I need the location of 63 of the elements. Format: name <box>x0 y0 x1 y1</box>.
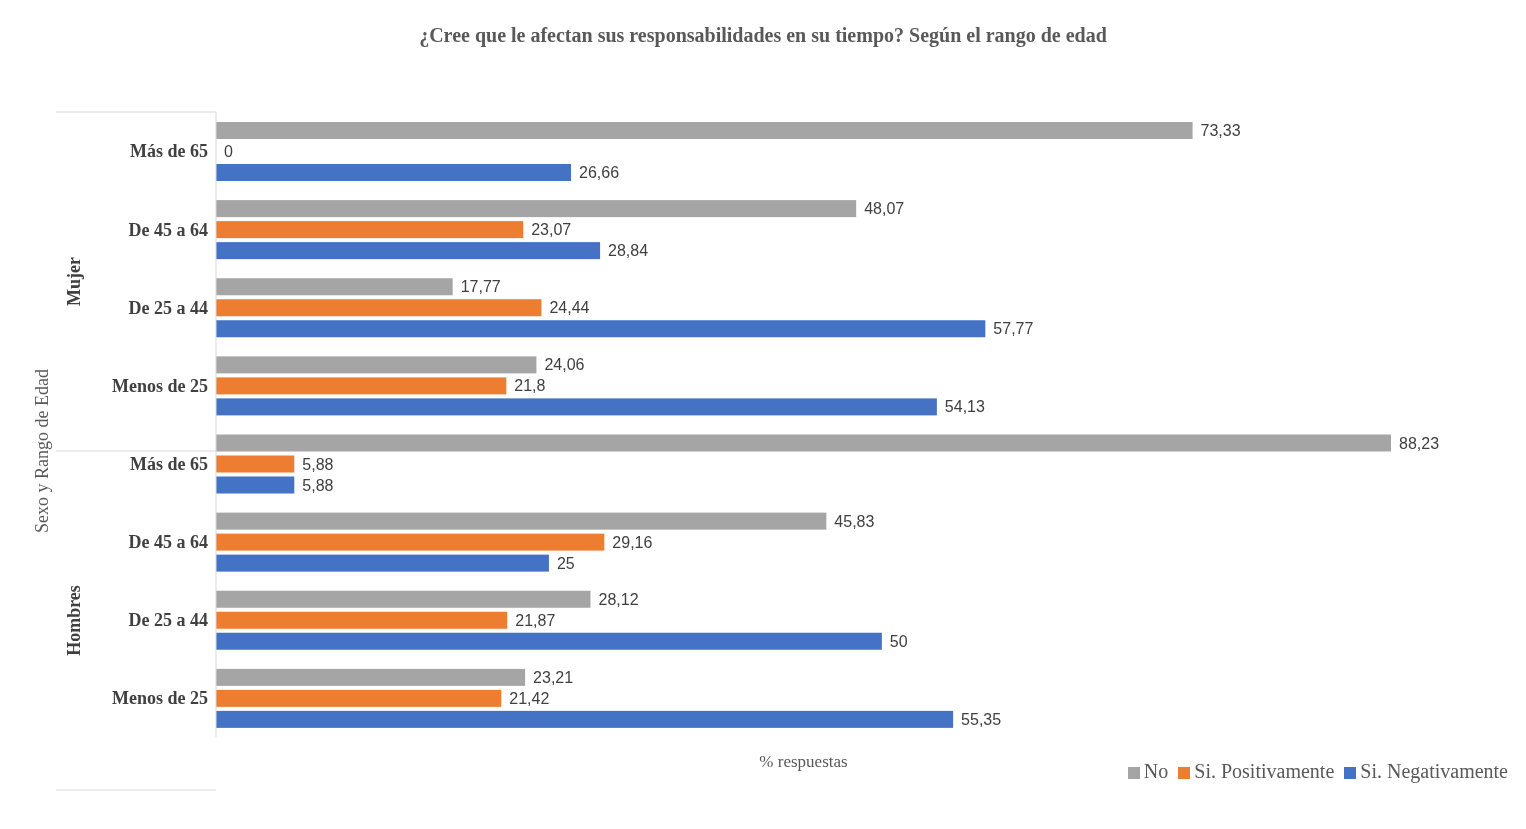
y-tick-label: Más de 65 <box>130 453 208 474</box>
bar <box>216 689 502 707</box>
text: Hombres <box>64 585 85 656</box>
legend-label: Si. Negativamente <box>1360 760 1508 782</box>
bar <box>216 320 986 338</box>
bar <box>216 632 882 650</box>
data-label: 50 <box>889 632 908 650</box>
bar <box>216 554 549 572</box>
bar <box>216 512 827 530</box>
data-label: 21,42 <box>509 689 550 707</box>
x-axis-title: % respuestas <box>759 752 848 771</box>
y-tick-label: Más de 65 <box>130 141 208 162</box>
bar <box>216 122 1193 139</box>
bar <box>216 221 524 239</box>
data-label: 21,87 <box>515 611 556 629</box>
bar <box>216 200 857 218</box>
y-tick-label: De 25 a 44 <box>128 610 208 631</box>
data-label: 21,8 <box>514 377 546 395</box>
bar <box>216 398 937 416</box>
data-label: 29,16 <box>612 533 653 551</box>
y-axis-title: Sexo y Rango de Edad <box>32 369 52 533</box>
y-tick-label: Menos de 25 <box>112 688 208 709</box>
bar <box>216 299 542 317</box>
bar <box>216 377 507 395</box>
bar <box>216 164 572 181</box>
y-tick-label: De 25 a 44 <box>128 297 208 318</box>
chart-title: ¿Cree que le afectan sus responsabilidades en su tiempo? Según el rango de edad <box>418 24 1108 47</box>
data-label: 24,06 <box>544 356 585 374</box>
legend-label: Si. Positivamente <box>1194 760 1335 782</box>
bar <box>216 590 591 608</box>
bar <box>216 533 605 551</box>
data-label: 45,83 <box>834 512 875 530</box>
y-tick-label: De 45 a 64 <box>128 219 208 240</box>
data-label: 28,12 <box>598 590 639 608</box>
y-tick-label: Menos de 25 <box>112 375 208 396</box>
data-label: 5,88 <box>302 455 334 473</box>
bar <box>216 710 954 728</box>
bar <box>216 476 295 494</box>
data-label: 25 <box>556 554 575 572</box>
data-label: 24,44 <box>549 299 590 317</box>
bar <box>216 455 295 473</box>
legend-label: No <box>1143 760 1169 782</box>
data-label: 23,21 <box>533 668 574 686</box>
data-label: 57,77 <box>993 320 1034 338</box>
data-label: 54,13 <box>944 398 986 416</box>
text: Mujer <box>64 257 85 306</box>
data-label: 28,84 <box>608 242 649 260</box>
bar <box>216 611 508 629</box>
y-tick-label: De 45 a 64 <box>128 532 208 553</box>
data-label: 17,77 <box>460 278 501 296</box>
data-label: 88,23 <box>1399 434 1440 452</box>
bar <box>216 278 453 296</box>
data-label: 23,07 <box>531 221 572 239</box>
data-label: 26,66 <box>579 164 620 181</box>
data-label: 73,33 <box>1200 122 1241 139</box>
bar <box>216 668 526 686</box>
data-label: 5,88 <box>302 476 334 494</box>
data-label: 55,35 <box>961 710 1002 728</box>
data-label: 48,07 <box>864 200 905 218</box>
data-label: 0 <box>224 143 233 160</box>
bar <box>216 434 1391 452</box>
bar <box>216 356 537 374</box>
bar <box>216 242 601 260</box>
